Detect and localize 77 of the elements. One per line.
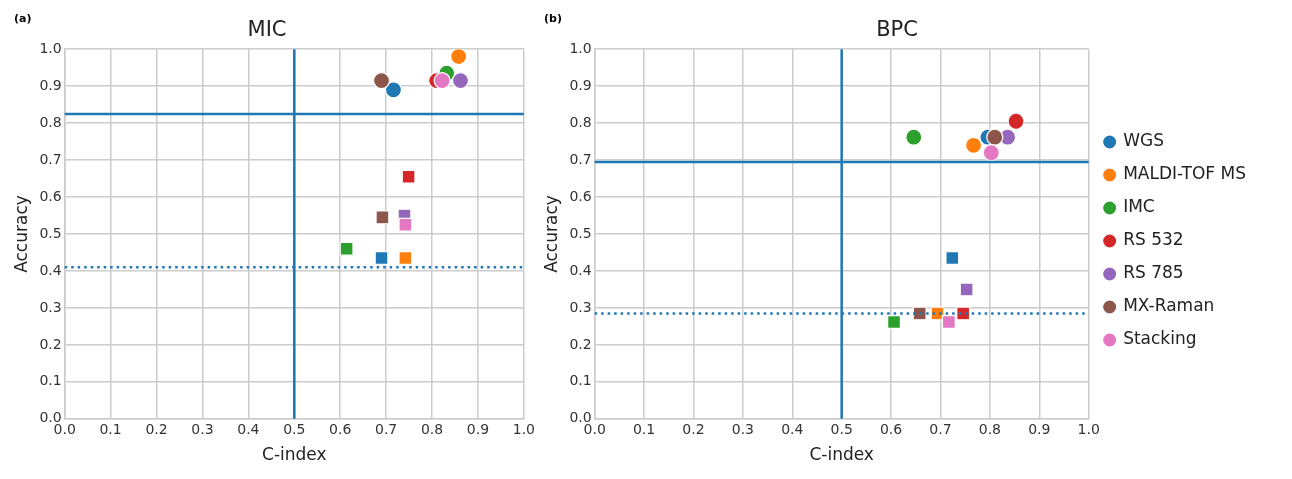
x-tick-label: 0.1	[632, 420, 656, 437]
legend-label: WGS	[1123, 130, 1164, 151]
y-tick-label: 0.5	[569, 224, 592, 241]
point	[945, 251, 960, 265]
point	[450, 49, 468, 66]
x-tick-label: 0.4	[237, 420, 260, 437]
y-tick-label: 0.7	[569, 150, 592, 167]
y-tick-label: 0.7	[39, 150, 62, 167]
point	[941, 315, 956, 329]
y-tick-label: 0.4	[569, 261, 592, 278]
x-tick-label: 0.8	[978, 420, 1001, 437]
point	[339, 241, 354, 256]
legend-label: Stacking	[1123, 328, 1197, 349]
x-tick-label: 0.5	[283, 420, 306, 437]
y-tick-label: 1.0	[569, 39, 592, 56]
point	[1007, 112, 1025, 130]
legend-label: RS 785	[1123, 262, 1184, 283]
y-tick-label: 0.4	[39, 261, 62, 278]
text: (a)	[14, 12, 32, 26]
y-tick-label: 0.8	[569, 113, 592, 130]
x-tick-label: 0.8	[420, 420, 444, 437]
x-tick-label: 0.5	[830, 420, 853, 437]
x-tick-label: 0.6	[879, 420, 903, 437]
y-tick-label: 0.6	[569, 187, 592, 204]
point	[905, 128, 923, 146]
y-tick-label: 0.6	[39, 187, 62, 204]
x-tick-label: 0.6	[329, 420, 352, 437]
point	[372, 72, 391, 90]
point	[887, 315, 901, 329]
chart-title: BPC	[876, 17, 918, 42]
y-tick-label: 0.1	[39, 372, 62, 389]
x-tick-label: 0.9	[1028, 420, 1051, 437]
x-tick-label: 0.2	[145, 420, 168, 437]
x-tick-label: 0.7	[929, 420, 952, 437]
point	[398, 217, 413, 232]
point	[384, 81, 403, 99]
point	[433, 72, 451, 90]
x-tick-label: 1.0	[1077, 420, 1100, 437]
x-tick-label: 0.1	[99, 420, 122, 437]
point	[956, 306, 971, 321]
point	[982, 144, 1000, 162]
legend-label: MX-Raman	[1123, 295, 1215, 316]
y-tick-label: 0.8	[39, 113, 62, 130]
chart-title: MIC	[247, 17, 287, 42]
y-tick-label: 0.2	[39, 335, 62, 352]
x-axis-title: C-index	[809, 444, 874, 465]
point	[451, 72, 470, 90]
y-axis-title: Accuracy	[10, 195, 31, 273]
legend-label: IMC	[1123, 196, 1155, 217]
y-tick-label: 1.0	[39, 39, 62, 56]
point	[912, 306, 927, 321]
y-tick-label: 0.3	[569, 298, 592, 315]
x-tick-label: 0.3	[191, 420, 214, 437]
point	[401, 169, 416, 184]
point	[959, 282, 974, 297]
y-tick-label: 0.3	[39, 298, 62, 315]
point	[375, 210, 390, 225]
x-tick-label: 0.7	[374, 420, 398, 437]
y-axis-title: Accuracy	[540, 195, 561, 273]
x-tick-label: 0.3	[731, 420, 754, 437]
point	[986, 128, 1004, 146]
point	[398, 251, 413, 265]
y-tick-label: 0.2	[569, 335, 592, 352]
x-tick-label: 1.0	[512, 420, 535, 437]
point	[964, 136, 983, 154]
y-tick-label: 0.9	[39, 76, 62, 93]
legend-label: RS 532	[1123, 229, 1184, 250]
legend-label: MALDI-TOF MS	[1123, 163, 1247, 184]
y-tick-label: 0.9	[569, 76, 592, 93]
text: (b)	[544, 12, 562, 26]
x-tick-label: 0.9	[466, 420, 490, 437]
x-tick-label: 0.4	[781, 420, 804, 437]
x-axis-title: C-index	[262, 444, 327, 465]
point	[374, 251, 389, 265]
x-tick-label: 0.2	[682, 420, 705, 437]
y-tick-label: 0.1	[569, 372, 592, 389]
y-tick-label: 0.5	[39, 224, 62, 241]
